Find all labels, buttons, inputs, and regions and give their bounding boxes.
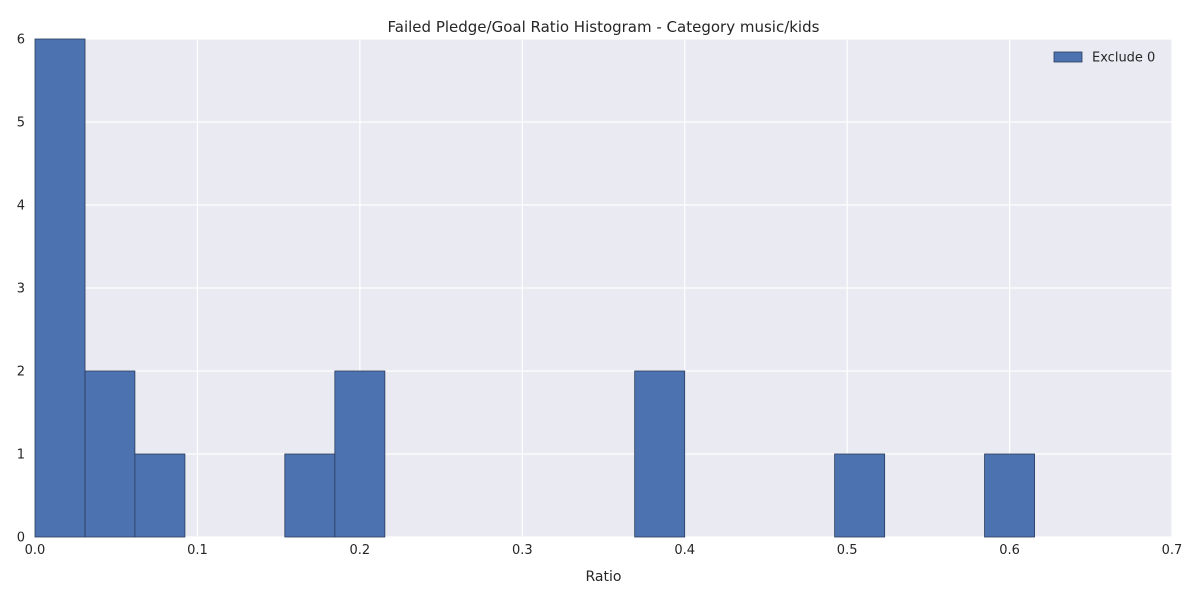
histogram-bar	[84, 370, 136, 538]
x-tick-label: 0.5	[837, 543, 858, 558]
legend: Exclude 0	[1053, 51, 1155, 66]
legend-label: Exclude 0	[1092, 51, 1155, 66]
histogram-bar	[134, 453, 186, 538]
x-tick-label: 0.6	[999, 543, 1020, 558]
x-tick-label: 0.4	[674, 543, 695, 558]
x-axis-ticks: 0.0 0.1 0.2 0.3 0.4 0.5 0.6 0.7	[25, 543, 1183, 558]
bars	[34, 38, 1035, 538]
histogram-bar	[634, 370, 686, 538]
y-tick-label: 2	[17, 365, 25, 380]
histogram-bar	[34, 38, 86, 538]
y-tick-label: 4	[17, 199, 25, 214]
histogram-bar	[334, 370, 386, 538]
y-axis-ticks: 0 1 2 3 4 5 6	[17, 33, 25, 546]
y-tick-label: 1	[17, 448, 25, 463]
histogram-bar	[834, 453, 886, 538]
chart-title: Failed Pledge/Goal Ratio Histogram - Cat…	[388, 18, 820, 36]
y-tick-label: 6	[17, 33, 25, 48]
x-tick-label: 0.1	[187, 543, 208, 558]
y-tick-label: 3	[17, 282, 25, 297]
y-tick-label: 5	[17, 116, 25, 131]
histogram-bar	[284, 453, 336, 538]
grid	[34, 38, 1173, 538]
y-tick-label: 0	[17, 531, 25, 546]
x-tick-label: 0.2	[350, 543, 371, 558]
x-axis-label: Ratio	[586, 569, 622, 585]
x-tick-label: 0.0	[25, 543, 46, 558]
x-tick-label: 0.7	[1162, 543, 1183, 558]
x-tick-label: 0.3	[512, 543, 533, 558]
legend-swatch	[1053, 51, 1083, 63]
histogram-bar	[984, 453, 1035, 538]
